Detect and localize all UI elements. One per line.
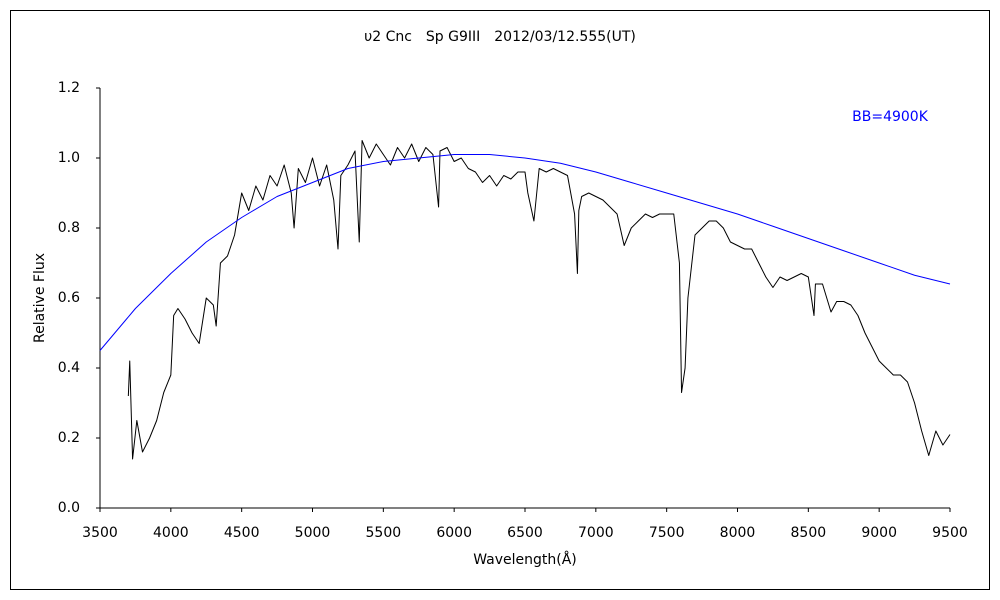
frame [10,10,990,590]
x-tick-label: 4000 [153,525,189,541]
chart-title: υ2 Cnc Sp G9III 2012/03/12.555(UT) [364,29,636,45]
x-axis-label: Wavelength(Å) [473,551,577,568]
x-tick-label: 6500 [507,525,543,541]
y-tick-label: 0.2 [58,430,80,446]
x-tick-label: 4500 [224,525,260,541]
x-tick-label: 8500 [791,525,827,541]
y-tick-label: 1.0 [58,150,80,166]
legend-label: BB=4900K [852,109,929,125]
x-tick-label: 9500 [932,525,968,541]
x-tick-label: 5500 [366,525,402,541]
x-tick-label: 5000 [295,525,331,541]
x-tick-label: 7500 [649,525,685,541]
x-tick-label: 7000 [578,525,614,541]
x-tick-label: 8000 [720,525,756,541]
y-tick-label: 0.6 [58,290,80,306]
spectrum-line [127,140,951,460]
spectrum-line [99,154,951,351]
y-tick-label: 0.0 [58,500,80,516]
y-tick-label: 0.8 [58,220,80,236]
x-tick-label: 6000 [436,525,472,541]
x-tick-label: 9000 [861,525,897,541]
y-tick-label: 0.4 [58,360,80,376]
y-tick-label: 1.2 [58,80,80,96]
x-tick-label: 3500 [82,525,118,541]
y-axis-label: Relative Flux [32,253,48,343]
